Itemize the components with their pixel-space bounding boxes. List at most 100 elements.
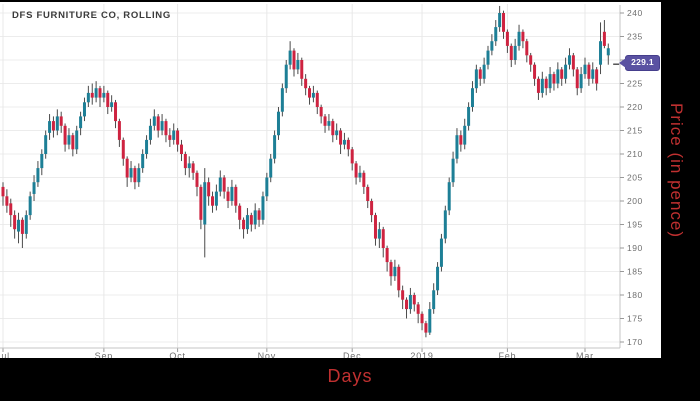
candle-body [284, 64, 288, 89]
candle-body [478, 69, 482, 79]
candle-body [412, 295, 416, 305]
time-axis-title: Days [327, 366, 373, 386]
candle-body [405, 299, 409, 310]
candle-body [48, 121, 52, 133]
candle-body [242, 219, 246, 230]
candle-body [17, 219, 21, 232]
candle-body [420, 313, 424, 324]
candle-body [564, 64, 568, 79]
candle-body [331, 121, 335, 136]
candle-body [176, 130, 180, 145]
candle-body [207, 182, 211, 197]
candle-body [525, 41, 529, 56]
candle-body [377, 229, 381, 239]
candle-body [540, 78, 544, 93]
candle-body [381, 229, 385, 248]
candle-body [513, 45, 517, 60]
candle-body [226, 191, 230, 201]
candle-body [315, 92, 319, 107]
x-tick-label: Mar [576, 351, 594, 358]
candle-body [269, 158, 273, 178]
y-tick-label: 205 [627, 173, 643, 183]
candle-body [129, 168, 133, 178]
candle-body [300, 60, 304, 79]
candle-body [591, 69, 595, 79]
candle-body [114, 102, 118, 122]
candle-body [238, 205, 242, 220]
y-tick-label: 185 [627, 267, 643, 277]
candle-body [424, 323, 428, 333]
candle-body [183, 154, 187, 169]
y-tick-label: 240 [627, 8, 643, 18]
candle-body [191, 163, 195, 173]
candle-body [230, 186, 234, 201]
candle-body [606, 48, 610, 56]
candle-body [556, 69, 560, 84]
marker-arrow-icon [619, 58, 626, 68]
candle-body [55, 116, 59, 131]
candle-body [393, 266, 397, 277]
candle-body [82, 102, 86, 117]
candle-body [517, 31, 521, 46]
y-tick-label: 175 [627, 314, 643, 324]
price-axis-title: Price (in pence) [667, 103, 686, 239]
y-tick-label: 190 [627, 243, 643, 253]
candle-body [474, 69, 478, 89]
candle-body [389, 262, 393, 277]
candle-body [362, 172, 366, 187]
candle-body [509, 45, 513, 60]
candle-body [117, 121, 121, 140]
candle-body [86, 92, 90, 103]
candle-body [195, 172, 199, 187]
candle-body [385, 248, 389, 263]
candle-body [342, 139, 346, 145]
chart-title: DFS FURNITURE CO, ROLLING [12, 10, 171, 21]
candle-body [567, 55, 571, 65]
candle-body [350, 149, 354, 164]
candle-body [145, 139, 149, 154]
candle-body [102, 92, 106, 98]
candle-body [214, 191, 218, 206]
candlestick-chart[interactable]: Jul Sep Oct Nov Dec 2019 Feb Mar 170 175 180 185 190… [0, 2, 661, 358]
candle-body [90, 92, 94, 98]
candle-body [552, 74, 556, 84]
candle-body [288, 50, 292, 65]
candle-body [218, 177, 222, 192]
candle-body [533, 64, 537, 79]
candle-body [234, 186, 238, 206]
candle-body [222, 177, 226, 192]
candle-body [327, 121, 331, 126]
candle-body [156, 116, 160, 131]
y-tick-label: 195 [627, 220, 643, 230]
candle-body [245, 215, 249, 230]
candle-body [172, 130, 176, 140]
candle-body [187, 163, 191, 169]
candle-body [94, 88, 98, 98]
y-tick-label: 200 [627, 196, 643, 206]
candle-body [125, 158, 129, 178]
candle-body [595, 69, 599, 84]
candle-body [408, 295, 412, 310]
candle-body [265, 177, 269, 197]
x-tick-label: Feb [498, 351, 516, 358]
candle-body [459, 135, 463, 145]
candle-body [346, 139, 350, 150]
candle-body [280, 88, 284, 112]
candle-body [67, 135, 71, 145]
candle-body [28, 196, 32, 216]
candle-body [323, 116, 327, 126]
candle-body [292, 50, 296, 70]
candle-body [152, 116, 156, 126]
candle-body [319, 107, 323, 117]
candle-body [470, 88, 474, 107]
candle-body [253, 210, 257, 225]
candle-body [451, 158, 455, 183]
candle-body [358, 172, 362, 178]
candle-body [599, 41, 603, 65]
x-tick-label: Oct [169, 351, 185, 358]
candle-body [44, 135, 48, 154]
candle-body [51, 121, 55, 131]
candle-body [13, 215, 17, 230]
candle-body [148, 125, 152, 140]
